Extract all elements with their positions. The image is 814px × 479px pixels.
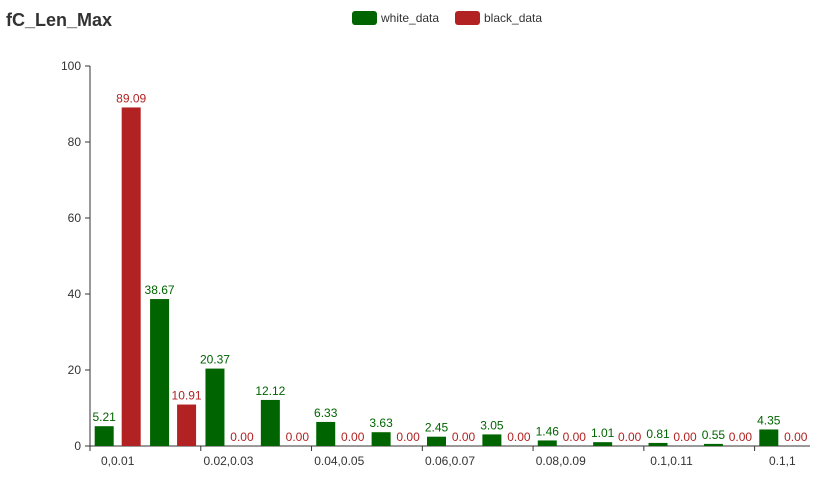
x-tick-label: 0.02,0.03 <box>203 454 253 468</box>
value-labels: 5.21 38.67 20.37 12.12 6.33 3.63 2.45 3.05 1.46 1… <box>93 91 808 444</box>
value-label-white-data: 12.12 <box>255 384 285 398</box>
legend: white_data black_data <box>352 11 542 25</box>
y-tick-label: 80 <box>68 135 82 149</box>
value-label-white-data: 1.01 <box>591 426 615 440</box>
bar-white-data[interactable] <box>371 432 391 446</box>
axes: 0 20 40 60 80 100 0,0.01 0.02,0.03 0.04,0.05 0.06… <box>61 59 810 468</box>
value-label-black-data: 10.91 <box>172 389 202 403</box>
value-label-black-data: 0.00 <box>563 430 587 444</box>
value-label-white-data: 2.45 <box>425 421 449 435</box>
x-tick-label: 0.06,0.07 <box>425 454 475 468</box>
y-tick-label: 60 <box>68 211 82 225</box>
value-label-white-data: 38.67 <box>145 283 175 297</box>
value-label-black-data: 0.00 <box>230 430 254 444</box>
value-label-white-data: 3.63 <box>369 416 393 430</box>
value-label-black-data: 0.00 <box>452 430 476 444</box>
legend-swatch-white-data[interactable] <box>352 11 377 25</box>
x-tick-label: 0,0.01 <box>101 454 135 468</box>
value-label-black-data: 0.00 <box>507 430 531 444</box>
value-label-black-data: 0.00 <box>784 430 808 444</box>
legend-swatch-black-data[interactable] <box>455 11 480 25</box>
y-tick-label: 100 <box>61 59 81 73</box>
bar-white-data[interactable] <box>260 399 280 446</box>
x-tick-label: 0.1,0.11 <box>650 454 693 468</box>
bar-white-data[interactable] <box>593 442 613 446</box>
bar-white-data[interactable] <box>150 299 170 446</box>
x-tick-label: 0.1,1 <box>769 454 796 468</box>
value-label-black-data: 89.09 <box>116 91 146 105</box>
bar-white-data[interactable] <box>94 426 114 446</box>
value-label-white-data: 6.33 <box>314 406 338 420</box>
value-label-black-data: 0.00 <box>673 430 697 444</box>
y-tick-label: 0 <box>74 439 81 453</box>
bar-white-data[interactable] <box>482 434 502 446</box>
value-label-black-data: 0.00 <box>396 430 420 444</box>
value-label-white-data: 4.35 <box>757 413 781 427</box>
value-label-black-data: 0.00 <box>618 430 642 444</box>
bar-white-data[interactable] <box>427 436 446 446</box>
value-label-black-data: 0.00 <box>341 430 365 444</box>
value-label-white-data: 5.21 <box>93 410 117 424</box>
bar-white-data[interactable] <box>316 421 336 446</box>
bar-black-data[interactable] <box>121 107 141 446</box>
legend-label-white-data[interactable]: white_data <box>380 11 439 25</box>
x-tick-label: 0.04,0.05 <box>314 454 364 468</box>
value-label-white-data: 0.81 <box>646 427 670 441</box>
bar-black-data[interactable] <box>177 404 197 446</box>
value-label-white-data: 0.55 <box>702 428 726 442</box>
y-tick-label: 20 <box>68 363 82 377</box>
bar-white-data[interactable] <box>703 443 723 446</box>
bars <box>94 107 779 446</box>
y-tick-label: 40 <box>68 287 82 301</box>
x-tick-label: 0.08,0.09 <box>536 454 586 468</box>
bar-white-data[interactable] <box>205 368 225 446</box>
value-label-black-data: 0.00 <box>286 430 310 444</box>
value-label-black-data: 0.00 <box>729 430 753 444</box>
value-label-white-data: 1.46 <box>536 424 560 438</box>
bar-white-data[interactable] <box>759 429 779 446</box>
bar-white-data[interactable] <box>537 440 557 446</box>
value-label-white-data: 20.37 <box>200 353 230 367</box>
bar-white-data[interactable] <box>648 442 668 446</box>
chart-title: fC_Len_Max <box>6 10 112 30</box>
value-label-white-data: 3.05 <box>480 418 504 432</box>
legend-label-black-data[interactable]: black_data <box>484 11 542 25</box>
